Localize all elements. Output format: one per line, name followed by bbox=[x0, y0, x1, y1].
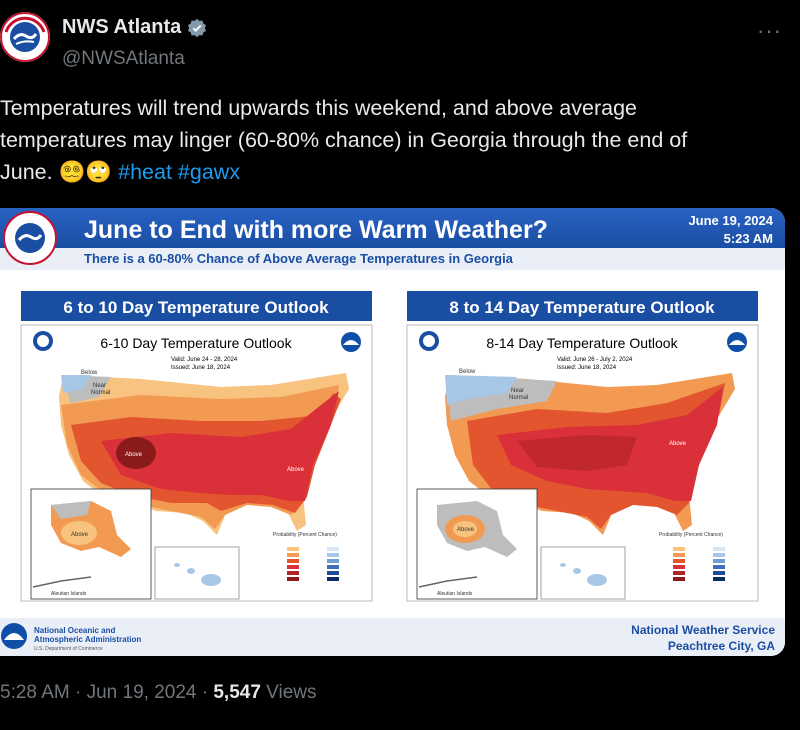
map-label-normal: Normal bbox=[509, 395, 528, 401]
map-zone-below bbox=[61, 375, 91, 393]
banner-background bbox=[0, 208, 785, 248]
hashtag-heat[interactable]: #heat bbox=[118, 160, 172, 184]
alaska-zone-light bbox=[453, 521, 477, 537]
nws-office-line1: National Weather Service bbox=[631, 623, 775, 637]
graphic-date: June 19, 2024 bbox=[688, 213, 773, 228]
right-panel-header: 8 to 14 Day Temperature Outlook bbox=[449, 298, 715, 317]
map-label-below: Below bbox=[459, 369, 476, 375]
map-label-above: Above bbox=[125, 452, 143, 458]
map-label-above-east: Above bbox=[287, 467, 305, 473]
map-label-below: Below bbox=[81, 370, 98, 376]
aleutian-label: Aleutian Islands bbox=[51, 591, 87, 597]
account-name[interactable]: NWS Atlanta bbox=[62, 16, 182, 38]
right-panel-header-background bbox=[407, 291, 758, 321]
hawaii-inset bbox=[154, 546, 240, 600]
graphic-title: June to End with more Warm Weather? bbox=[84, 216, 548, 244]
graphic-footer-background bbox=[0, 618, 785, 656]
alaska-zone-near bbox=[51, 501, 91, 519]
legend-title: Probability (Percent Chance) bbox=[659, 532, 723, 538]
right-map-valid: Valid: June 26 - July 2, 2024 bbox=[557, 357, 633, 363]
emoji: 😵‍💫🙄 bbox=[58, 160, 113, 184]
map-label-near: Near bbox=[511, 388, 524, 394]
right-outlook-map: 8-14 Day Temperature Outlook Valid: June… bbox=[416, 331, 747, 600]
left-outlook-map: 6-10 Day Temperature Outlook Valid: June… bbox=[30, 331, 361, 600]
map-zone-below bbox=[445, 375, 517, 405]
alaska-label-above: Above bbox=[71, 532, 89, 538]
tweet-text-line-3: June. bbox=[0, 160, 53, 184]
verified-badge-icon bbox=[188, 18, 207, 37]
views-label: Views bbox=[260, 682, 317, 703]
tweet-meta: 5:28 AM · Jun 19, 2024 · 5,547 Views bbox=[0, 682, 317, 704]
left-map-issued: Issued: June 18, 2024 bbox=[171, 365, 231, 371]
tweet-text-line-1: Temperatures will trend upwards this wee… bbox=[0, 96, 638, 120]
nws-logo bbox=[3, 211, 57, 265]
left-panel: 6 to 10 Day Temperature Outlook 6-10 Day… bbox=[20, 291, 373, 602]
nws-office-line2: Peachtree City, GA bbox=[668, 639, 775, 653]
map-zone-dark-red bbox=[116, 437, 156, 469]
right-map-title: 8-14 Day Temperature Outlook bbox=[486, 335, 678, 351]
noaa-footer-logo-icon bbox=[1, 623, 27, 649]
map-label-above-east: Above bbox=[669, 441, 687, 447]
alaska-label-above: Above bbox=[457, 527, 475, 533]
tweet-media-image[interactable]: June to End with more Warm Weather? June… bbox=[0, 208, 785, 656]
alaska-zone-light bbox=[61, 521, 97, 545]
right-panel: 8 to 14 Day Temperature Outlook 8-14 Day… bbox=[406, 291, 759, 602]
subtitle-background bbox=[0, 248, 785, 270]
tweet-header: NWS Atlanta @NWSAtlanta ··· bbox=[0, 0, 800, 80]
graphic-subtitle: There is a 60-80% Chance of Above Averag… bbox=[84, 251, 514, 266]
noaa-name-line2: Atmospheric Administration bbox=[34, 635, 141, 644]
hawaii-inset bbox=[540, 546, 626, 600]
map-zone-dark-red bbox=[517, 435, 637, 471]
tweet-text: Temperatures will trend upwards this wee… bbox=[0, 92, 790, 188]
right-map-issued: Issued: June 18, 2024 bbox=[557, 365, 617, 371]
views-count: 5,547 bbox=[213, 682, 261, 703]
map-zone-red bbox=[101, 391, 339, 501]
left-panel-header-background bbox=[21, 291, 372, 321]
map-label-near: Near bbox=[93, 383, 106, 389]
legend-title: Probability (Percent Chance) bbox=[273, 532, 337, 538]
hashtag-gawx[interactable]: #gawx bbox=[177, 160, 241, 184]
probability-legend: Probability (Percent Chance) bbox=[659, 532, 725, 581]
left-map-valid: Valid: June 24 - 28, 2024 bbox=[171, 357, 238, 363]
left-map-title: 6-10 Day Temperature Outlook bbox=[100, 335, 292, 351]
map-label-normal: Normal bbox=[91, 390, 110, 396]
more-options-icon[interactable]: ··· bbox=[757, 18, 782, 43]
account-handle[interactable]: @NWSAtlanta bbox=[62, 48, 185, 69]
tweet-timestamp[interactable]: 5:28 AM · Jun 19, 2024 · bbox=[0, 682, 214, 703]
avatar[interactable] bbox=[0, 12, 50, 62]
noaa-name-line3: U.S. Department of Commerce bbox=[34, 646, 103, 652]
noaa-name-line1: National Oceanic and bbox=[34, 626, 115, 635]
left-panel-header: 6 to 10 Day Temperature Outlook bbox=[63, 298, 329, 317]
probability-legend: Probability (Percent Chance) bbox=[273, 532, 339, 581]
graphic-time: 5:23 AM bbox=[724, 231, 773, 246]
aleutian-label: Aleutian Islands bbox=[437, 591, 473, 597]
tweet-text-line-2: temperatures may linger (60-80% chance) … bbox=[0, 128, 688, 152]
